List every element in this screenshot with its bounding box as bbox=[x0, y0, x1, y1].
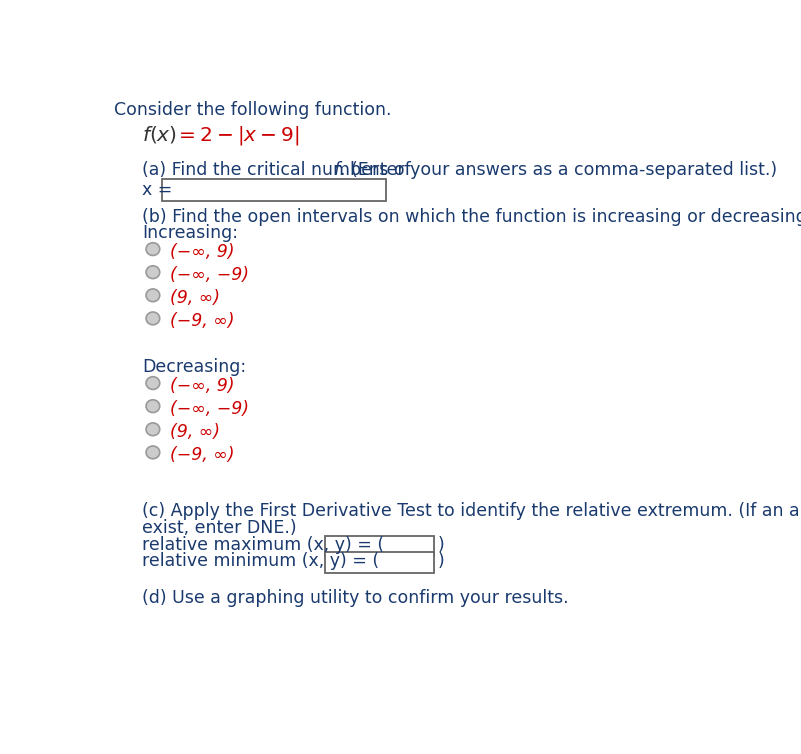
Text: (−∞, −9): (−∞, −9) bbox=[170, 400, 248, 418]
Circle shape bbox=[146, 377, 159, 390]
Circle shape bbox=[146, 312, 159, 325]
Text: ): ) bbox=[438, 535, 445, 553]
Text: f: f bbox=[333, 161, 340, 179]
Text: exist, enter DNE.): exist, enter DNE.) bbox=[143, 520, 297, 538]
Text: Decreasing:: Decreasing: bbox=[143, 358, 247, 376]
Circle shape bbox=[146, 243, 159, 256]
Text: (−9, ∞): (−9, ∞) bbox=[170, 446, 234, 464]
FancyBboxPatch shape bbox=[325, 535, 434, 556]
Circle shape bbox=[146, 289, 159, 302]
Text: x =: x = bbox=[143, 182, 173, 199]
Text: ): ) bbox=[438, 553, 445, 571]
Text: (d) Use a graphing utility to confirm your results.: (d) Use a graphing utility to confirm yo… bbox=[143, 590, 569, 608]
Text: (9, ∞): (9, ∞) bbox=[170, 423, 219, 441]
Text: Increasing:: Increasing: bbox=[143, 225, 239, 243]
Circle shape bbox=[146, 266, 159, 278]
FancyBboxPatch shape bbox=[325, 553, 434, 573]
Text: $= 2 - |x - 9|$: $= 2 - |x - 9|$ bbox=[175, 124, 300, 147]
Text: (−9, ∞): (−9, ∞) bbox=[170, 312, 234, 330]
Text: (b) Find the open intervals on which the function is increasing or decreasing.: (b) Find the open intervals on which the… bbox=[143, 207, 801, 225]
Text: (c) Apply the First Derivative Test to identify the relative extremum. (If an an: (c) Apply the First Derivative Test to i… bbox=[143, 502, 801, 520]
Text: Consider the following function.: Consider the following function. bbox=[114, 101, 391, 119]
Text: relative minimum (x, y) = (: relative minimum (x, y) = ( bbox=[143, 553, 380, 571]
Circle shape bbox=[146, 423, 159, 436]
Text: (a) Find the critical numbers of: (a) Find the critical numbers of bbox=[143, 161, 417, 179]
Text: (−∞, −9): (−∞, −9) bbox=[170, 266, 248, 284]
Text: (9, ∞): (9, ∞) bbox=[170, 289, 219, 307]
Circle shape bbox=[146, 400, 159, 412]
Text: relative maximum (x, y) = (: relative maximum (x, y) = ( bbox=[143, 535, 384, 553]
Text: . (Enter your answers as a comma-separated list.): . (Enter your answers as a comma-separat… bbox=[340, 161, 777, 179]
Circle shape bbox=[146, 446, 159, 458]
Text: (−∞, 9): (−∞, 9) bbox=[170, 377, 234, 395]
Text: $f(x)$: $f(x)$ bbox=[143, 124, 177, 146]
Text: (−∞, 9): (−∞, 9) bbox=[170, 243, 234, 261]
FancyBboxPatch shape bbox=[162, 179, 386, 201]
